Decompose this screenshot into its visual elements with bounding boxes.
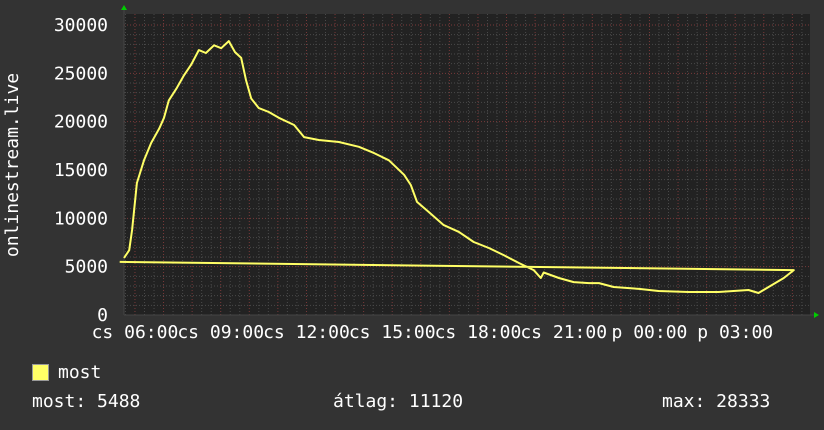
y-tick-label: 25000 [54, 63, 108, 84]
y-tick-label: 0 [97, 305, 108, 326]
x-tick-label: cs 18:00 [435, 322, 522, 343]
legend-swatch [32, 364, 49, 381]
x-tick-label: p 00:00 [612, 322, 688, 343]
y-axis-arrow-icon [121, 5, 127, 10]
x-axis-arrow-icon [814, 312, 819, 318]
y-tick-label: 15000 [54, 160, 108, 181]
y-tick-label: 10000 [54, 208, 108, 229]
legend-average: átlag: 11120 [333, 391, 464, 412]
legend-max: max: 28333 [662, 391, 771, 412]
x-tick-label: cs 12:00 [263, 322, 350, 343]
legend-current: most: 5488 [32, 391, 141, 412]
x-tick-label: cs 06:00 [92, 322, 179, 343]
y-tick-label: 20000 [54, 112, 108, 133]
y-axis-label: onlinestream.live [2, 73, 23, 257]
x-tick-label: cs 15:00 [349, 322, 436, 343]
x-tick-label: cs 21:00 [520, 322, 607, 343]
legend-series-label: most [58, 362, 102, 383]
x-tick-label: p 03:00 [697, 322, 773, 343]
y-tick-label: 5000 [65, 257, 108, 278]
x-tick-label: cs 09:00 [177, 322, 264, 343]
y-tick-label: 30000 [54, 15, 108, 36]
